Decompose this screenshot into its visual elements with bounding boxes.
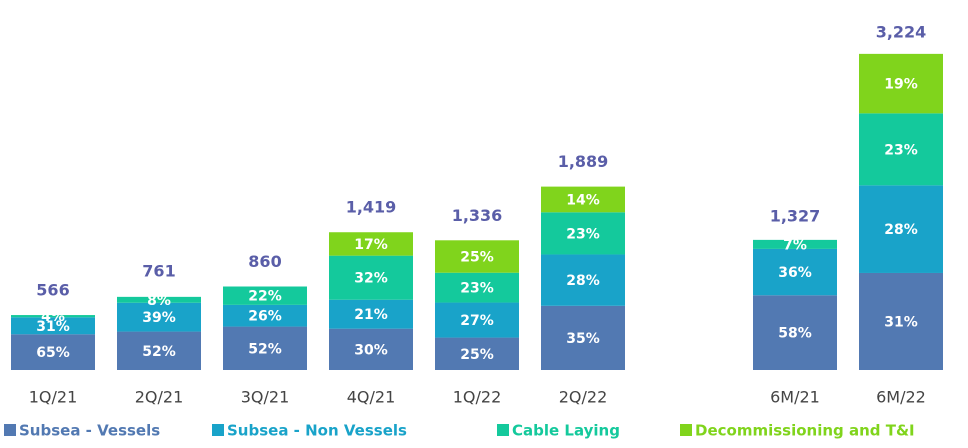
bar-segment bbox=[753, 239, 837, 249]
bar-segment bbox=[117, 302, 201, 332]
segment-label: 52% bbox=[142, 344, 176, 360]
segment-label: 35% bbox=[566, 331, 600, 347]
x-tick-label: 6M/22 bbox=[876, 388, 926, 407]
legend-label: Decommissioning and T&I bbox=[695, 422, 915, 440]
legend-swatch bbox=[4, 424, 16, 436]
segment-label: 58% bbox=[778, 326, 812, 342]
segment-label: 39% bbox=[142, 310, 176, 326]
total-label: 1,889 bbox=[558, 152, 609, 171]
total-label: 3,224 bbox=[876, 23, 927, 42]
legend-swatch bbox=[212, 424, 224, 436]
bar-segment bbox=[11, 315, 95, 318]
bar-segment bbox=[223, 304, 307, 327]
bar-segment bbox=[753, 295, 837, 370]
segment-label: 4% bbox=[41, 309, 65, 325]
total-label: 566 bbox=[36, 281, 69, 300]
bar-segment bbox=[859, 272, 943, 370]
total-label: 860 bbox=[248, 252, 281, 271]
segment-label: 28% bbox=[884, 222, 918, 238]
bar-segment bbox=[223, 286, 307, 305]
segment-label: 23% bbox=[566, 226, 600, 242]
segment-label: 30% bbox=[354, 342, 388, 358]
bar-segment bbox=[329, 328, 413, 370]
bar-segment bbox=[329, 255, 413, 300]
bar-segment bbox=[541, 212, 625, 255]
x-tick-label: 4Q/21 bbox=[347, 388, 396, 407]
bar-segment bbox=[435, 337, 519, 370]
segment-label: 22% bbox=[248, 289, 282, 305]
bar-segment bbox=[11, 334, 95, 370]
segment-label: 52% bbox=[248, 341, 282, 357]
segment-label: 23% bbox=[884, 142, 918, 158]
bar-segment bbox=[435, 240, 519, 273]
x-tick-label: 6M/21 bbox=[770, 388, 820, 407]
segment-label: 36% bbox=[778, 265, 812, 281]
bar-segment bbox=[541, 186, 625, 213]
segment-label: 7% bbox=[783, 237, 807, 253]
bar-segment bbox=[11, 317, 95, 335]
segment-label: 21% bbox=[354, 307, 388, 323]
bar-segment bbox=[329, 299, 413, 329]
bar-segment bbox=[435, 302, 519, 338]
bar-segment bbox=[329, 232, 413, 256]
segment-label: 32% bbox=[354, 271, 388, 287]
x-tick-label: 1Q/21 bbox=[29, 388, 78, 407]
bar-segment bbox=[435, 272, 519, 303]
total-label: 1,419 bbox=[346, 198, 397, 217]
legend-label: Subsea - Vessels bbox=[19, 422, 160, 440]
total-label: 1,327 bbox=[770, 207, 821, 226]
segment-label: 25% bbox=[460, 347, 494, 363]
legend-swatch bbox=[680, 424, 692, 436]
bar-segment bbox=[541, 254, 625, 306]
bar-segment bbox=[117, 296, 201, 303]
segment-label: 8% bbox=[147, 293, 171, 309]
segment-label: 14% bbox=[566, 192, 600, 208]
bar-segment bbox=[541, 305, 625, 370]
segment-label: 31% bbox=[36, 319, 70, 335]
x-tick-label: 3Q/21 bbox=[241, 388, 290, 407]
segment-label: 23% bbox=[460, 281, 494, 297]
legend-label: Subsea - Non Vessels bbox=[227, 422, 407, 440]
segment-label: 25% bbox=[460, 250, 494, 266]
bar-segment bbox=[117, 331, 201, 370]
bar-segment bbox=[859, 185, 943, 273]
segment-label: 31% bbox=[884, 314, 918, 330]
segment-label: 65% bbox=[36, 345, 70, 361]
legend-label: Cable Laying bbox=[512, 422, 620, 440]
legend-swatch bbox=[497, 424, 509, 436]
bar-segment bbox=[859, 113, 943, 186]
segment-label: 28% bbox=[566, 273, 600, 289]
bar-segment bbox=[859, 53, 943, 114]
total-label: 1,336 bbox=[452, 206, 503, 225]
x-tick-label: 2Q/22 bbox=[559, 388, 608, 407]
x-tick-label: 1Q/22 bbox=[453, 388, 502, 407]
bar-segment bbox=[753, 248, 837, 296]
segment-label: 27% bbox=[460, 313, 494, 329]
segment-label: 26% bbox=[248, 309, 282, 325]
segment-label: 17% bbox=[354, 237, 388, 253]
bar-segment bbox=[223, 326, 307, 370]
total-label: 761 bbox=[142, 262, 175, 281]
x-tick-label: 2Q/21 bbox=[135, 388, 184, 407]
segment-label: 19% bbox=[884, 77, 918, 93]
